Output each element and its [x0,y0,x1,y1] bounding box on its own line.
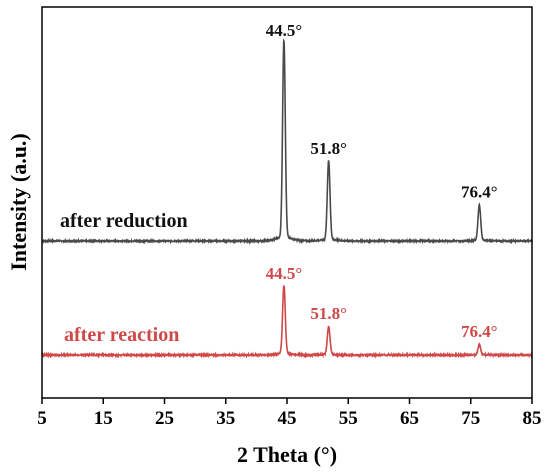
x-tick-label: 45 [278,408,297,429]
series-line-after-reduction [41,38,533,245]
x-axis-ticks: 5 15 25 35 45 55 65 75 85 [37,398,542,429]
x-tick-label: 55 [339,408,358,429]
series-line-after-reaction [41,285,533,359]
peak-label: 51.8° [310,304,347,323]
peak-label: 44.5° [266,21,303,40]
peak-label: 51.8° [310,139,347,158]
x-tick-label: 85 [523,408,542,429]
x-tick-label: 65 [400,408,419,429]
peak-label: 76.4° [461,183,498,202]
series-label-after-reaction: after reaction [64,324,179,346]
x-tick-label: 15 [94,408,113,429]
peak-label: 44.5° [266,264,303,283]
x-tick-label: 5 [37,408,47,429]
y-axis-label: Intensity (a.u.) [6,133,31,271]
x-tick-label: 35 [216,408,235,429]
series-label-after-reduction: after reduction [60,210,188,232]
x-axis-label: 2 Theta (°) [237,442,337,467]
x-tick-label: 75 [461,408,480,429]
peak-label: 76.4° [461,322,498,341]
x-tick-label: 25 [155,408,174,429]
